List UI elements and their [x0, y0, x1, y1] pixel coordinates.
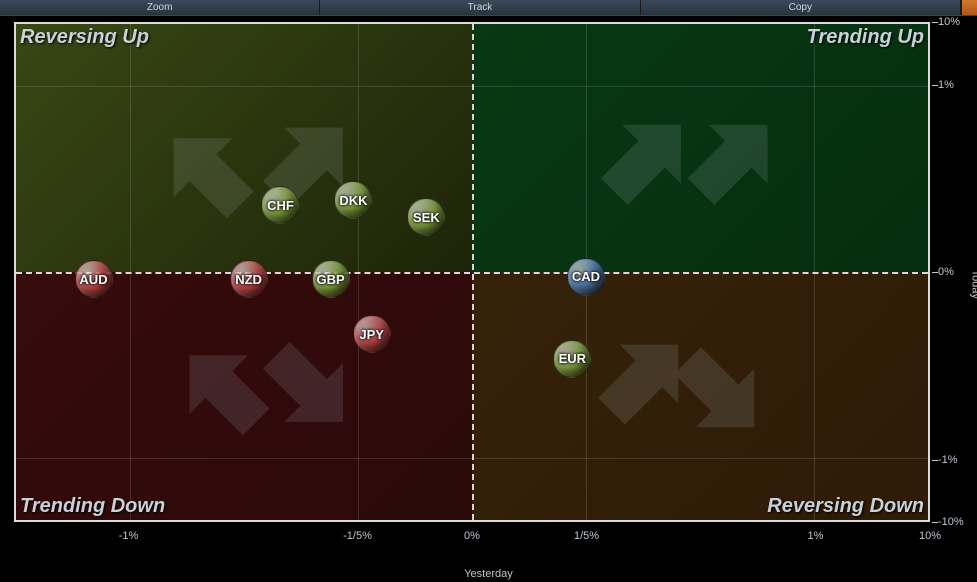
bubble-cad[interactable]: CAD — [567, 258, 605, 296]
bubble-gbp[interactable]: GBP — [312, 260, 350, 298]
toolbar: Zoom Track Copy — [0, 0, 977, 16]
x-tick-label: 0% — [464, 530, 480, 542]
quadrant-label-bottom-left: Trending Down — [20, 495, 165, 518]
copy-button[interactable]: Copy — [641, 0, 961, 15]
quadrant-label-bottom-right: Reversing Down — [767, 495, 924, 518]
toolbar-options-icon[interactable] — [961, 0, 977, 15]
x-axis-title: Yesterday — [0, 568, 977, 580]
x-tick-label: -1% — [119, 530, 139, 542]
quadrant-bottom-left — [16, 272, 472, 520]
bubble-sek[interactable]: SEK — [407, 198, 445, 236]
bubble-dkk[interactable]: DKK — [334, 181, 372, 219]
bubble-aud[interactable]: AUD — [75, 260, 113, 298]
bubble-nzd[interactable]: NZD — [230, 260, 268, 298]
x-tick-label: 1% — [808, 530, 824, 542]
quadrant-top-right — [472, 24, 928, 272]
track-button[interactable]: Track — [320, 0, 640, 15]
bubble-eur[interactable]: EUR — [553, 340, 591, 378]
quadrant-label-top-left: Reversing Up — [20, 26, 149, 49]
x-tick-label: 10% — [919, 530, 941, 542]
bubble-chf[interactable]: CHF — [261, 186, 299, 224]
x-tick-label: -1/5% — [343, 530, 372, 542]
quadrant-label-top-right: Trending Up — [807, 26, 924, 49]
x-tick-label: 1/5% — [574, 530, 599, 542]
quadrant-chart: Reversing Up Trending Up Trending Down R… — [0, 16, 977, 582]
bubble-jpy[interactable]: JPY — [353, 315, 391, 353]
y-tick-label: -10% — [938, 516, 964, 528]
y-tick-label: -1% — [938, 454, 958, 466]
y-zero-line — [16, 272, 928, 274]
plot-area[interactable]: Reversing Up Trending Up Trending Down R… — [14, 22, 930, 522]
y-tick-label: 10% — [938, 16, 960, 28]
y-axis-title: Today — [969, 270, 977, 299]
quadrant-top-left — [16, 24, 472, 272]
quadrant-bottom-right — [472, 272, 928, 520]
y-tick-label: 1% — [938, 79, 954, 91]
y-tick-label: 0% — [938, 266, 954, 278]
zoom-button[interactable]: Zoom — [0, 0, 320, 15]
